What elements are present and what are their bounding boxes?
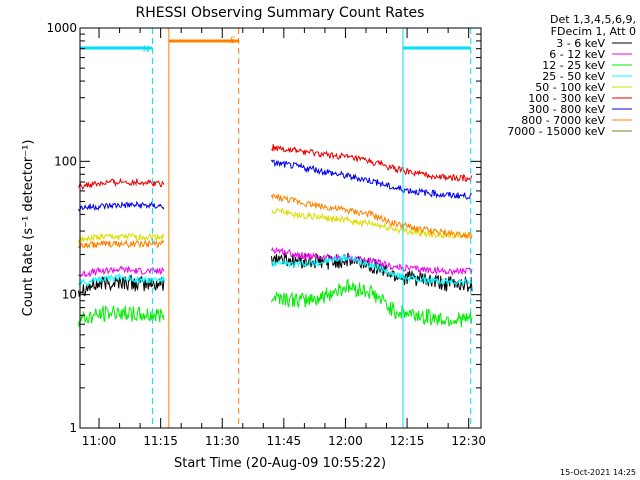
flag-label: S (230, 36, 236, 46)
x-tick-label: 12:30 (451, 434, 486, 448)
y-tick-label: 100 (54, 154, 77, 168)
timestamp: 15-Oct-2021 14:25 (560, 468, 636, 477)
plot-frame (79, 27, 482, 429)
axes-layer: 1 10 100 1000 11:00 11:15 11:30 11:45 12:00 12:15… (46, 21, 486, 448)
legend-label: 100 - 300 keV (528, 92, 605, 105)
legend: Det 1,3,4,5,6,9,FDecim 1, Att 03 - 6 keV… (507, 13, 636, 138)
chart-title: RHESSI Observing Summary Count Rates (136, 5, 425, 21)
y-tick-label: 1 (69, 421, 77, 435)
x-tick-label: 11:30 (205, 434, 240, 448)
legend-label: 6 - 12 keV (549, 48, 605, 61)
x-tick-label: 11:15 (143, 434, 178, 448)
series-line (271, 254, 473, 287)
x-axis-label: Start Time (20-Aug-09 10:55:22) (174, 456, 386, 471)
series-line (78, 304, 165, 328)
series-line (271, 144, 473, 183)
series-line (78, 232, 165, 245)
legend-label: 3 - 6 keV (556, 37, 605, 50)
series-line (78, 265, 165, 278)
legend-header: FDecim 1, Att 0 (551, 25, 636, 38)
series-line (271, 252, 473, 292)
x-tick-label: 11:00 (82, 434, 117, 448)
series-line (78, 238, 165, 250)
series-line (271, 207, 473, 240)
x-tick-label: 11:45 (267, 434, 302, 448)
y-axis-label: Count Rate (s⁻¹ detector⁻¹) (21, 140, 36, 317)
y-tick-label: 1000 (46, 21, 77, 35)
legend-label: 800 - 7000 keV (521, 114, 605, 127)
flags-layer: NS (80, 36, 471, 55)
series-line (78, 200, 165, 212)
legend-label: 50 - 100 keV (535, 81, 605, 94)
series-layer (78, 144, 473, 328)
legend-label: 12 - 25 keV (542, 59, 605, 72)
legend-label: 25 - 50 keV (542, 70, 605, 83)
x-tick-label: 12:15 (390, 434, 425, 448)
series-line (78, 177, 165, 190)
y-tick-label: 10 (62, 288, 77, 302)
x-tick-label: 12:00 (328, 434, 363, 448)
series-line (78, 274, 165, 297)
legend-label: 7000 - 15000 keV (507, 125, 605, 138)
flag-label: N (143, 45, 150, 55)
series-line (271, 159, 473, 200)
series-line (78, 272, 165, 287)
legend-header: Det 1,3,4,5,6,9, (550, 13, 636, 26)
legend-label: 300 - 800 keV (528, 103, 605, 116)
series-line (271, 279, 473, 328)
series-line (271, 192, 473, 240)
